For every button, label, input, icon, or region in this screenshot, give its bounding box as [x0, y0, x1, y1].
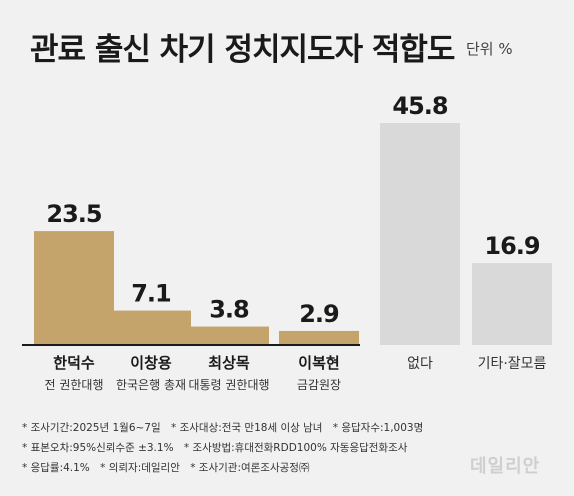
footnotes: * 조사기간:2025년 1월6~7일 * 조사대상:전국 만18세 이상 남녀… [22, 418, 430, 478]
category-subtitle: 대통령 권한대행 [188, 377, 269, 392]
footnote-item: * 조사대상:전국 만18세 이상 남녀 [171, 422, 323, 434]
category-label: 기타·잘모름 [478, 356, 547, 372]
footnote-row-3: * 응답률:4.1% * 의뢰자:데일리안 * 조사기관:여론조사공정㈜ [22, 458, 430, 478]
data-label: 2.9 [299, 300, 339, 328]
category-label: 한덕수 [53, 354, 95, 372]
category-label: 없다 [407, 356, 433, 372]
data-label: 45.8 [392, 92, 448, 120]
bar [472, 263, 552, 345]
footnote-item: * 응답률:4.1% [22, 462, 90, 474]
footnote-item: * 응답자수:1,003명 [332, 422, 424, 434]
footnote-item: * 의뢰자:데일리안 [100, 462, 180, 474]
category-label: 이창용 [130, 354, 172, 372]
watermark-logo: 데일리안 [470, 456, 541, 477]
category-subtitle: 금감원장 [297, 378, 341, 392]
bar [279, 330, 359, 345]
footnote-row-2: * 표본오차:95%신뢰수준 ±3.1% * 조사방법:휴대전화RDD100% … [22, 438, 430, 458]
data-label: 7.1 [131, 280, 171, 308]
footnote-item: * 조사기관:여론조사공정㈜ [190, 462, 310, 474]
category-subtitle: 전 권한대행 [44, 377, 103, 392]
footnote-row-1: * 조사기간:2025년 1월6~7일 * 조사대상:전국 만18세 이상 남녀… [22, 418, 430, 438]
unit-label: 단위 % [466, 40, 513, 58]
bar [189, 326, 269, 345]
data-label: 16.9 [484, 232, 540, 260]
bar [111, 310, 191, 345]
category-label: 최상목 [208, 354, 250, 372]
chart-title: 관료 출신 차기 정치지도자 적합도 [30, 32, 455, 68]
footnote-item: * 조사기간:2025년 1월6~7일 [22, 422, 161, 434]
footnote-item: * 표본오차:95%신뢰수준 ±3.1% [22, 442, 174, 454]
bar [34, 231, 114, 345]
footnote-item: * 조사방법:휴대전화RDD100% 자동응답전화조사 [183, 442, 408, 454]
data-label: 23.5 [46, 200, 102, 228]
data-label: 3.8 [209, 296, 249, 324]
bar [380, 123, 460, 345]
category-subtitle: 한국은행 총재 [116, 377, 186, 392]
category-label: 이복현 [298, 354, 339, 372]
